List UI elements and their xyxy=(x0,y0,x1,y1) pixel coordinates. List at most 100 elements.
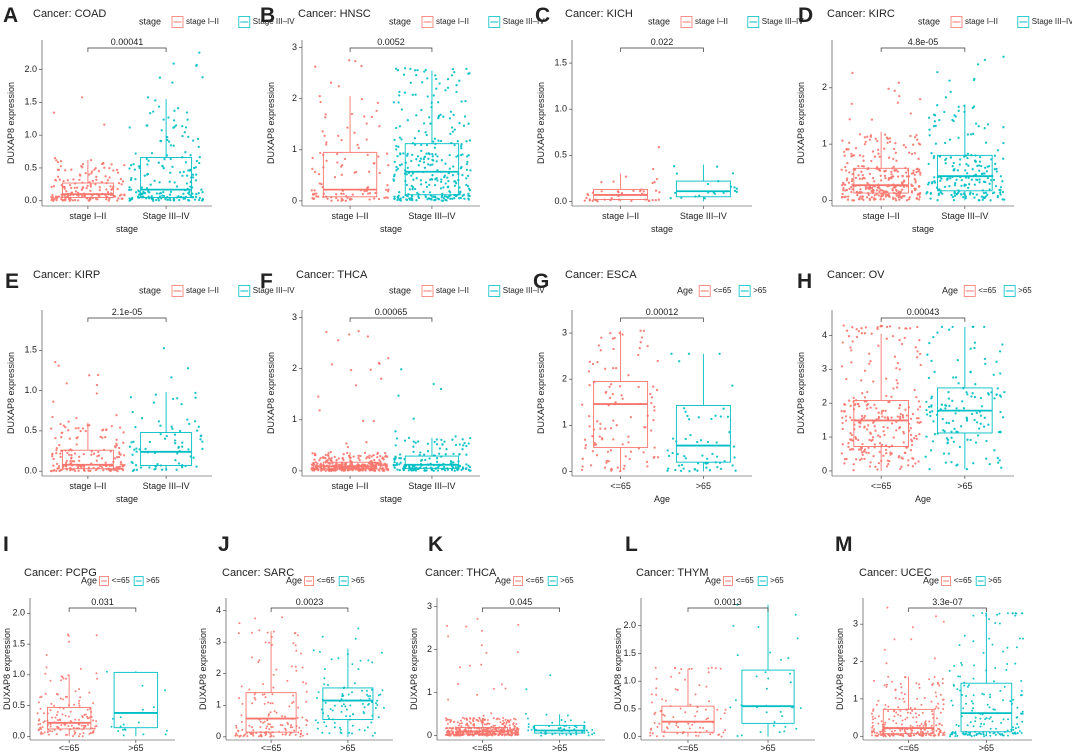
jitter-point xyxy=(475,718,478,721)
jitter-point xyxy=(397,394,400,397)
jitter-point xyxy=(145,124,148,127)
jitter-point xyxy=(95,672,98,675)
jitter-point xyxy=(907,459,910,462)
jitter-point xyxy=(871,715,874,718)
y-tick-label: 0.5 xyxy=(24,162,37,172)
box-group-1 xyxy=(444,617,520,737)
jitter-point xyxy=(358,469,361,472)
jitter-point xyxy=(195,63,198,67)
jitter-point xyxy=(469,722,472,725)
jitter-point xyxy=(910,638,913,641)
jitter-point xyxy=(465,625,468,628)
y-tick-label: 0 xyxy=(822,195,827,205)
jitter-point xyxy=(115,442,118,445)
jitter-point xyxy=(942,732,945,735)
jitter-point xyxy=(979,155,982,159)
jitter-point xyxy=(73,732,76,735)
jitter-point xyxy=(525,688,528,691)
jitter-point xyxy=(84,171,87,175)
jitter-point xyxy=(970,395,973,398)
jitter-point xyxy=(896,382,899,385)
jitter-point xyxy=(930,182,934,185)
jitter-point xyxy=(41,726,44,729)
jitter-point xyxy=(872,709,875,712)
y-tick-label: 0 xyxy=(822,465,827,475)
x-tick-label: stage I–II xyxy=(69,211,106,221)
jitter-point xyxy=(611,392,615,396)
jitter-point xyxy=(954,731,957,733)
chart-title: Cancer: OV xyxy=(827,269,885,281)
jitter-point xyxy=(871,436,875,439)
jitter-point xyxy=(1005,669,1008,671)
jitter-point xyxy=(871,150,875,153)
jitter-point xyxy=(146,163,149,166)
jitter-point xyxy=(132,440,135,443)
jitter-point xyxy=(269,702,272,705)
jitter-point xyxy=(848,187,851,190)
jitter-point xyxy=(973,664,976,667)
jitter-point xyxy=(919,191,922,195)
jitter-point xyxy=(982,191,986,195)
jitter-point xyxy=(451,165,455,168)
jitter-point xyxy=(439,387,443,391)
jitter-point xyxy=(911,143,915,146)
jitter-point xyxy=(978,178,981,181)
jitter-point xyxy=(41,732,44,735)
jitter-point xyxy=(345,708,348,711)
jitter-point xyxy=(336,161,339,164)
jitter-point xyxy=(377,694,380,697)
jitter-point xyxy=(996,387,999,390)
jitter-point xyxy=(240,685,243,688)
y-tick-label: 1.5 xyxy=(554,57,567,67)
jitter-point xyxy=(504,718,507,721)
jitter-point xyxy=(998,191,1002,194)
jitter-point xyxy=(878,168,881,171)
jitter-point xyxy=(399,153,402,156)
jitter-point xyxy=(545,713,548,716)
jitter-point xyxy=(419,179,423,182)
jitter-point xyxy=(949,735,951,738)
jitter-point xyxy=(903,693,906,696)
jitter-point xyxy=(933,657,936,660)
jitter-point xyxy=(953,194,957,197)
jitter-point xyxy=(110,424,113,428)
jitter-point xyxy=(64,169,67,172)
legend-key-icon xyxy=(488,16,501,28)
jitter-point xyxy=(108,197,111,200)
jitter-point xyxy=(406,152,409,156)
chart-title: Cancer: COAD xyxy=(33,8,106,20)
jitter-point xyxy=(51,415,54,419)
jitter-point xyxy=(312,465,315,468)
jitter-point xyxy=(856,193,859,197)
jitter-point xyxy=(596,360,599,364)
jitter-point xyxy=(319,151,322,155)
jitter-point xyxy=(131,469,135,473)
jitter-point xyxy=(59,697,62,700)
jitter-point xyxy=(55,159,58,162)
legend-key-icon xyxy=(738,285,751,297)
jitter-point xyxy=(361,689,363,692)
jitter-point xyxy=(942,708,945,710)
jitter-point xyxy=(874,734,877,737)
jitter-point xyxy=(89,469,92,472)
jitter-point xyxy=(262,683,265,686)
jitter-point xyxy=(585,729,588,732)
jitter-point xyxy=(461,448,464,451)
jitter-point xyxy=(982,425,986,428)
jitter-point xyxy=(423,166,427,169)
legend-key-icon xyxy=(421,285,434,297)
jitter-point xyxy=(894,199,898,202)
y-tick-label: 3 xyxy=(292,312,297,322)
jitter-point xyxy=(65,677,67,680)
jitter-point xyxy=(457,724,460,727)
jitter-point xyxy=(455,734,458,737)
jitter-point xyxy=(930,405,933,408)
jitter-point xyxy=(927,376,931,380)
jitter-point xyxy=(318,94,321,98)
jitter-point xyxy=(97,450,100,454)
jitter-point xyxy=(188,422,191,426)
jitter-point xyxy=(949,177,952,180)
jitter-point xyxy=(890,395,893,398)
jitter-point xyxy=(978,160,982,163)
jitter-point xyxy=(918,683,921,686)
